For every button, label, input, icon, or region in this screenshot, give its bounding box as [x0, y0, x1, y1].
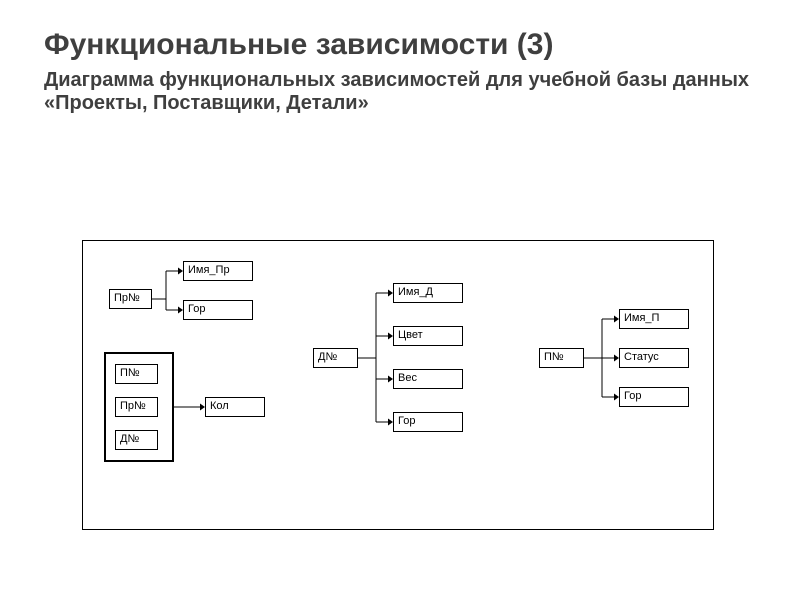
- node-gor1: Гор: [183, 300, 253, 320]
- composite-key-box: [104, 352, 174, 462]
- node-status: Статус: [619, 348, 689, 368]
- slide: Функциональные зависимости (3) Диаграмма…: [0, 0, 800, 600]
- node-pno: П№: [539, 348, 584, 368]
- page-subtitle: Диаграмма функциональных зависимостей дл…: [44, 69, 756, 115]
- node-prno: Пр№: [109, 289, 152, 309]
- page-title: Функциональные зависимости (3): [44, 28, 756, 63]
- node-imya_d: Имя_Д: [393, 283, 463, 303]
- node-ves: Вес: [393, 369, 463, 389]
- node-imya_p: Имя_П: [619, 309, 689, 329]
- node-imya_pr: Имя_Пр: [183, 261, 253, 281]
- node-kol: Кол: [205, 397, 265, 417]
- node-gor3: Гор: [619, 387, 689, 407]
- node-cvet: Цвет: [393, 326, 463, 346]
- node-gor2: Гор: [393, 412, 463, 432]
- node-dno: Д№: [313, 348, 358, 368]
